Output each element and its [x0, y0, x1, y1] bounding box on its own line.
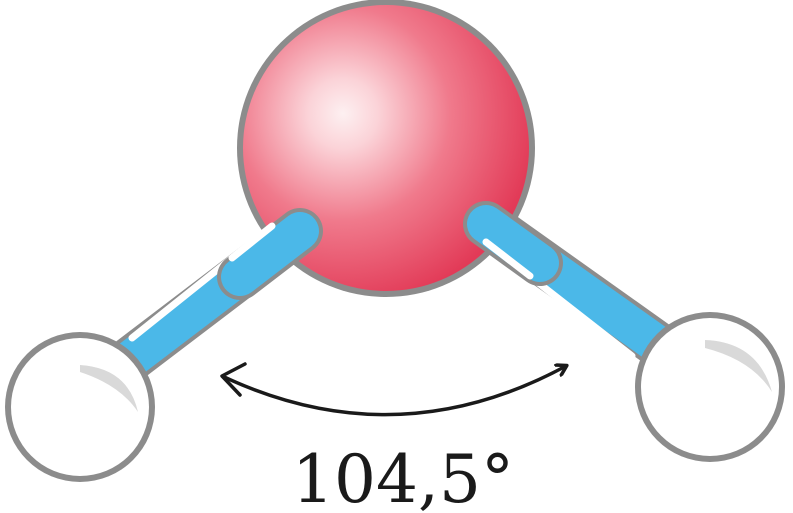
- bond-left-cap: [217, 208, 323, 300]
- hydrogen-right-shine: [705, 340, 772, 392]
- hydrogen-left-shine: [80, 365, 138, 412]
- hydrogen-atom-right: [635, 312, 785, 462]
- hydrogen-atom-left: [5, 332, 155, 482]
- arrowhead-left: [220, 362, 247, 397]
- bond-angle-arrow: [221, 366, 566, 417]
- bond-angle-label: 104,5°: [292, 441, 514, 513]
- bond-right-cap: [463, 201, 563, 286]
